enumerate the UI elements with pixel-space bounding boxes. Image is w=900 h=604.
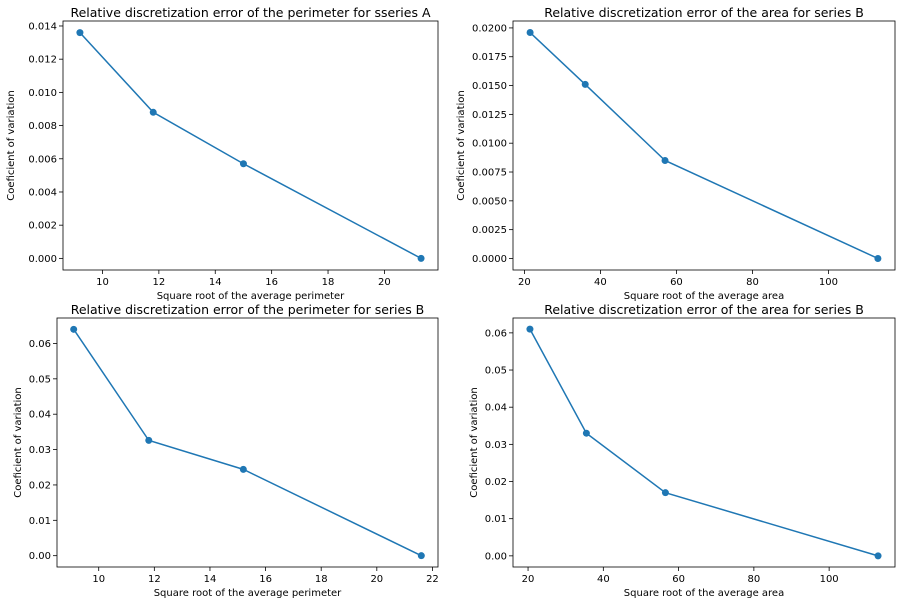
x-tick-label: 80	[746, 277, 759, 288]
x-axis-label: Square root of the average area	[624, 588, 784, 599]
x-tick-label: 20	[518, 277, 531, 288]
y-axis-label: Coeficient of variation	[469, 387, 480, 497]
x-tick-label: 40	[594, 277, 607, 288]
series-line	[79, 32, 422, 260]
series-line	[529, 31, 879, 260]
x-tick-label: 20	[522, 574, 535, 585]
x-tick-label: 80	[747, 574, 760, 585]
y-tick-label: 0.008	[28, 121, 57, 132]
y-tick-label: 0.0125	[472, 110, 507, 121]
data-point	[70, 325, 78, 333]
data-point	[661, 156, 669, 164]
y-tick-label: 0.04	[485, 403, 507, 414]
data-point	[145, 436, 153, 444]
chart-title: Relative discretization error of the per…	[70, 5, 430, 20]
y-tick-label: 0.010	[28, 88, 57, 99]
axes-frame	[512, 20, 896, 271]
x-tick-label: 60	[670, 277, 683, 288]
y-tick-label: 0.05	[29, 374, 51, 385]
y-tick-label: 0.0100	[472, 139, 507, 150]
data-point	[417, 552, 425, 560]
y-tick-label: 0.0200	[472, 23, 507, 34]
x-tick-label: 100	[820, 574, 839, 585]
y-tick-label: 0.02	[29, 480, 51, 491]
y-tick-label: 0.01	[485, 514, 507, 525]
y-tick-label: 0.0075	[472, 168, 507, 179]
y-tick-label: 0.04	[29, 410, 51, 421]
axes-frame	[62, 20, 439, 271]
chart-panel-3: Relative discretization error of the per…	[13, 302, 439, 599]
y-tick-label: 0.05	[485, 366, 507, 377]
x-tick-label: 20	[378, 277, 391, 288]
x-tick-label: 100	[819, 277, 838, 288]
x-tick-label: 12	[148, 574, 161, 585]
y-tick-label: 0.0000	[472, 254, 507, 265]
y-tick-label: 0.0025	[472, 225, 507, 236]
x-tick-label: 10	[96, 277, 109, 288]
x-tick-label: 10	[92, 574, 105, 585]
plot-area: 10 12 14 16 18 20 22 0.00 0.01 0.02 0.03 0.04 0.05 0.…	[29, 325, 439, 585]
axes-frame	[56, 317, 439, 568]
y-tick-label: 0.01	[29, 516, 51, 527]
y-tick-label: 0.0050	[472, 196, 507, 207]
plot-area: 20 40 60 80 100 0.00 0.01 0.02 0.03 0.04 0.05 0.06	[485, 325, 882, 585]
x-tick-label: 18	[315, 574, 328, 585]
x-tick-label: 22	[426, 574, 439, 585]
plot-area: 10 12 14 16 18 20 0.000 0.002 0.004 0.006 0.008 0.0…	[28, 21, 425, 288]
x-tick-label: 14	[209, 277, 222, 288]
chart-panel-1: Relative discretization error of the per…	[6, 5, 439, 302]
data-point	[239, 160, 247, 168]
data-point	[149, 108, 157, 116]
y-tick-label: 0.00	[485, 551, 507, 562]
y-tick-label: 0.014	[28, 21, 57, 32]
data-point	[417, 254, 425, 262]
x-tick-label: 16	[259, 574, 272, 585]
series-line	[529, 328, 879, 557]
y-tick-label: 0.03	[485, 440, 507, 451]
x-tick-label: 16	[265, 277, 278, 288]
y-tick-label: 0.004	[28, 187, 57, 198]
data-point	[874, 254, 882, 262]
y-axis-label: Coeficient of variation	[6, 90, 17, 200]
x-axis-label: Square root of the average area	[624, 291, 784, 302]
chart-panel-4: Relative discretization error of the are…	[469, 302, 896, 599]
y-tick-label: 0.002	[28, 221, 57, 232]
data-point	[582, 429, 590, 437]
x-axis-label: Square root of the average perimeter	[157, 291, 345, 302]
y-tick-label: 0.006	[28, 154, 57, 165]
chart-title: Relative discretization error of the per…	[71, 302, 425, 317]
x-tick-label: 40	[597, 574, 610, 585]
x-tick-label: 20	[370, 574, 383, 585]
y-tick-label: 0.012	[28, 55, 57, 66]
y-tick-label: 0.06	[29, 339, 51, 350]
x-axis-label: Square root of the average perimeter	[154, 588, 342, 599]
data-point	[239, 465, 247, 473]
x-tick-label: 18	[322, 277, 335, 288]
plot-area: 20 40 60 80 100 0.0000 0.0025 0.0050 0.0075 0.010…	[472, 23, 882, 288]
y-tick-label: 0.000	[28, 254, 57, 265]
chart-panel-2: Relative discretization error of the are…	[456, 5, 896, 302]
series-line	[73, 328, 422, 557]
chart-title: Relative discretization error of the are…	[544, 5, 864, 20]
data-point	[526, 325, 534, 333]
x-tick-label: 60	[672, 574, 685, 585]
y-axis-label: Coeficient of variation	[456, 90, 467, 200]
y-tick-label: 0.03	[29, 445, 51, 456]
y-tick-label: 0.06	[485, 328, 507, 339]
data-point	[661, 489, 669, 497]
axes-frame	[512, 317, 896, 568]
y-tick-label: 0.00	[29, 551, 51, 562]
x-tick-label: 12	[152, 277, 165, 288]
y-axis-label: Coeficient of variation	[13, 387, 24, 497]
y-tick-label: 0.02	[485, 477, 507, 488]
data-point	[526, 29, 534, 37]
x-tick-label: 14	[204, 574, 217, 585]
y-tick-label: 0.0150	[472, 81, 507, 92]
chart-title: Relative discretization error of the are…	[544, 302, 864, 317]
data-point	[581, 80, 589, 88]
data-point	[874, 552, 882, 560]
y-tick-label: 0.0175	[472, 52, 507, 63]
data-point	[76, 29, 84, 37]
